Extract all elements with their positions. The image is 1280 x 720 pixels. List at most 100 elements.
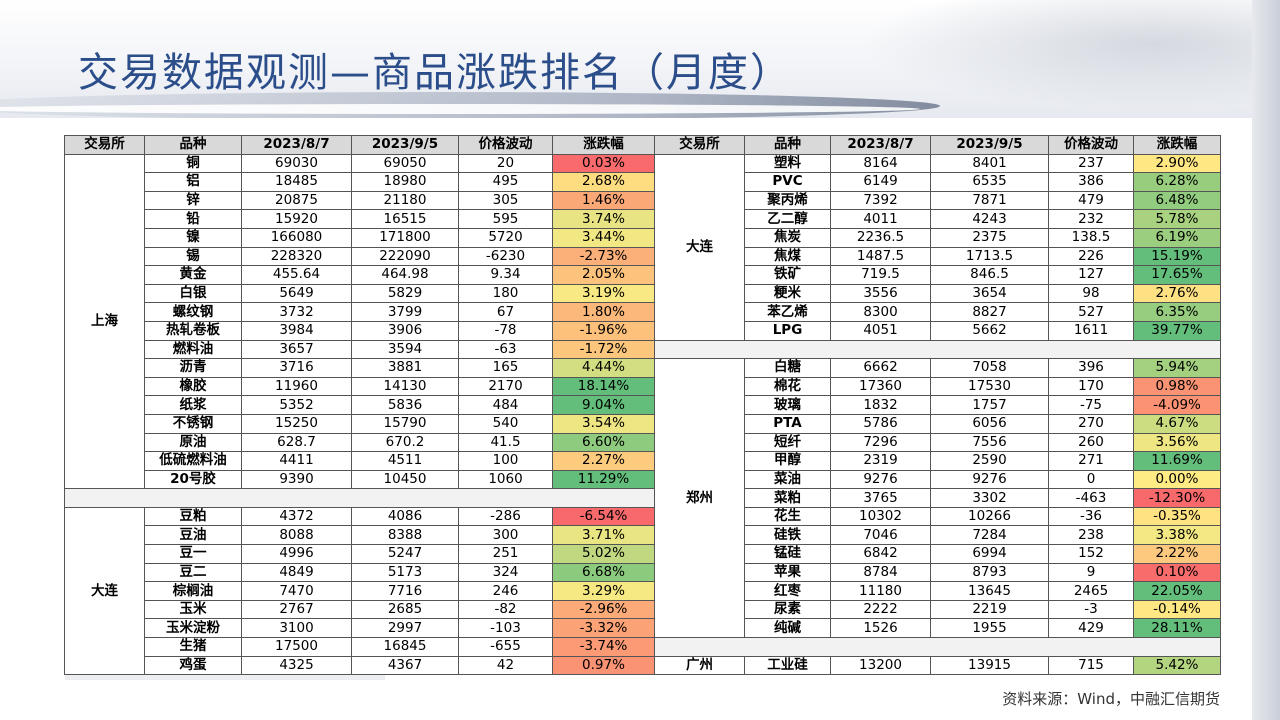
price-start-cell: 15920 [241, 209, 352, 229]
price-start-cell: 7296 [830, 432, 931, 453]
price-change-cell: 715 [1048, 655, 1134, 676]
header-exchange: 交易所 [654, 135, 745, 155]
price-change-cell: 595 [458, 209, 553, 229]
variety-cell: 菜油 [744, 469, 831, 490]
price-start-cell: 8300 [830, 302, 931, 322]
variety-cell: 纯碱 [744, 618, 831, 639]
price-change-cell: -6230 [458, 246, 553, 267]
pct-change-cell: 0.10% [1133, 562, 1221, 583]
price-change-cell: -63 [458, 339, 553, 360]
price-end-cell: 846.5 [930, 265, 1049, 285]
pct-change-cell: 0.00% [1133, 469, 1221, 490]
pct-change-cell: 18.14% [552, 376, 655, 397]
price-end-cell: 8388 [351, 525, 459, 546]
price-change-cell: 9.34 [458, 265, 553, 285]
price-change-cell: 260 [1048, 432, 1134, 453]
variety-cell: 生猪 [144, 637, 242, 657]
price-end-cell: 6056 [930, 413, 1049, 434]
price-start-cell: 455.64 [241, 265, 352, 285]
price-start-cell: 6842 [830, 544, 931, 564]
variety-cell: 玉米淀粉 [144, 618, 242, 639]
price-end-cell: 1757 [930, 395, 1049, 415]
pct-change-cell: 2.90% [1133, 153, 1221, 174]
table-row: 花生 10302 10266 -36 -0.35% [655, 506, 1221, 527]
price-start-cell: 7470 [241, 581, 352, 601]
price-end-cell: 10450 [351, 469, 459, 490]
separator-cell [654, 637, 1221, 657]
price-start-cell: 9390 [241, 469, 352, 490]
price-start-cell: 1526 [830, 618, 931, 639]
price-start-cell: 2222 [830, 599, 931, 620]
table-row: 棕榈油 7470 7716 246 3.29% [65, 581, 655, 601]
pct-change-cell: 6.48% [1133, 190, 1221, 211]
table-row: 菜油 9276 9276 0 0.00% [655, 469, 1221, 490]
header-variety: 品种 [744, 135, 831, 155]
header-date-end: 2023/9/5 [930, 135, 1049, 155]
table-row: 菜粕 3765 3302 -463 -12.30% [655, 488, 1221, 508]
price-end-cell: 69050 [351, 153, 459, 174]
price-change-cell: 429 [1048, 618, 1134, 639]
price-end-cell: 14130 [351, 376, 459, 397]
right-ranking-table: 交易所 品种 2023/8/7 2023/9/5 价格波动 涨跌幅 大连 塑料 8164 840… [654, 135, 1221, 676]
price-start-cell: 5649 [241, 283, 352, 304]
price-start-cell: 2767 [241, 599, 352, 620]
variety-cell: 白糖 [744, 358, 831, 378]
price-change-cell: 152 [1048, 544, 1134, 564]
price-start-cell: 1832 [830, 395, 931, 415]
price-change-cell: 170 [1048, 376, 1134, 397]
price-change-cell: 251 [458, 544, 553, 564]
table-row: 热轧卷板 3984 3906 -78 -1.96% [65, 320, 655, 341]
price-change-cell: 180 [458, 283, 553, 304]
price-change-cell: -655 [458, 637, 553, 657]
pct-change-cell: 3.44% [552, 227, 655, 248]
variety-cell: 20号胶 [144, 469, 242, 490]
variety-cell: 焦煤 [744, 246, 831, 267]
price-end-cell: 13915 [930, 655, 1049, 676]
price-end-cell: 2219 [930, 599, 1049, 620]
variety-cell: 甲醇 [744, 451, 831, 471]
pct-change-cell: 3.38% [1133, 525, 1221, 546]
pct-change-cell: 22.05% [1133, 581, 1221, 601]
variety-cell: 豆二 [144, 562, 242, 583]
variety-cell: 螺纹钢 [144, 302, 242, 322]
pct-change-cell: 6.68% [552, 562, 655, 583]
variety-cell: 苯乙烯 [744, 302, 831, 322]
price-end-cell: 10266 [930, 506, 1049, 527]
pct-change-cell: 6.35% [1133, 302, 1221, 322]
pct-change-cell: 2.76% [1133, 283, 1221, 304]
exchange-cell: 广州 [654, 655, 745, 676]
table-row: 广州 工业硅 13200 13915 715 5.42% [654, 655, 1221, 676]
table-row: 苹果 8784 8793 9 0.10% [655, 562, 1221, 583]
price-change-cell: 300 [458, 525, 553, 546]
left-ranking-table: 交易所 品种 2023/8/7 2023/9/5 价格波动 涨跌幅 上海铜 69030 690… [64, 135, 655, 676]
variety-cell: 棉花 [744, 376, 831, 397]
variety-cell: 苹果 [744, 562, 831, 583]
price-change-cell: 165 [458, 358, 553, 378]
price-end-cell: 9276 [930, 469, 1049, 490]
header-row: 交易所 品种 2023/8/7 2023/9/5 价格波动 涨跌幅 [64, 135, 655, 155]
price-change-cell: 9 [1048, 562, 1134, 583]
variety-cell: 黄金 [144, 265, 242, 285]
table-row: 豆一 4996 5247 251 5.02% [65, 544, 655, 564]
variety-cell: 尿素 [744, 599, 831, 620]
price-end-cell: 8793 [930, 562, 1049, 583]
price-change-cell: 1060 [458, 469, 553, 490]
price-start-cell: 13200 [830, 655, 931, 676]
right-edge-bar [1252, 0, 1280, 720]
pct-change-cell: -3.74% [552, 637, 655, 657]
price-start-cell: 2319 [830, 451, 931, 471]
price-end-cell: 2685 [351, 599, 459, 620]
price-change-cell: 2465 [1048, 581, 1134, 601]
table-row: 豆油 8088 8388 300 3.71% [65, 525, 655, 546]
price-start-cell: 20875 [241, 190, 352, 211]
price-change-cell: 386 [1048, 172, 1134, 192]
variety-cell: 铜 [144, 153, 242, 174]
price-end-cell: 7716 [351, 581, 459, 601]
table-row: 锡 228320 222090 -6230 -2.73% [65, 246, 655, 267]
table-row: 纸浆 5352 5836 484 9.04% [65, 395, 655, 415]
price-end-cell: 15790 [351, 413, 459, 434]
pct-change-cell: 5.42% [1133, 655, 1221, 676]
price-start-cell: 11180 [830, 581, 931, 601]
price-end-cell: 171800 [351, 227, 459, 248]
pct-change-cell: -2.73% [552, 246, 655, 267]
